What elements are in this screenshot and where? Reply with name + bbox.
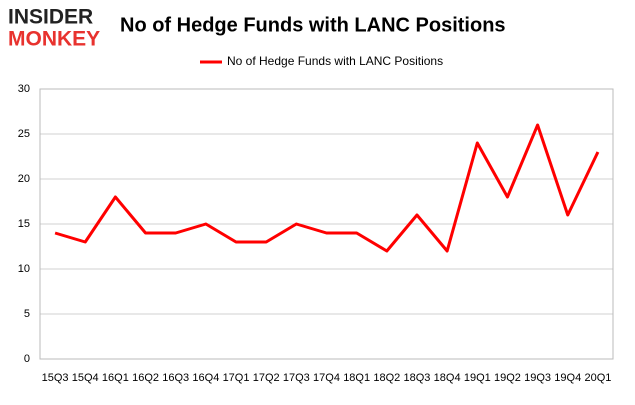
y-tick-label: 25 xyxy=(18,128,30,140)
x-tick-label: 18Q3 xyxy=(404,372,431,384)
x-tick-label: 17Q1 xyxy=(223,372,250,384)
x-tick-label: 16Q4 xyxy=(192,372,219,384)
x-tick-label: 17Q4 xyxy=(313,372,340,384)
data-line xyxy=(54,123,600,253)
y-tick-label: 30 xyxy=(18,83,30,95)
y-tick-label: 10 xyxy=(18,263,30,275)
x-tick-label: 20Q1 xyxy=(584,372,611,384)
x-tick-label: 18Q1 xyxy=(343,372,370,384)
y-tick-label: 5 xyxy=(24,308,30,320)
y-tick-label: 20 xyxy=(18,173,30,185)
x-tick-label: 19Q2 xyxy=(494,372,521,384)
x-tick-label: 19Q1 xyxy=(464,372,491,384)
x-tick-label: 16Q2 xyxy=(132,372,159,384)
y-tick-label: 0 xyxy=(24,353,30,365)
y-tick-label: 15 xyxy=(18,218,30,230)
x-tick-label: 19Q3 xyxy=(524,372,551,384)
x-tick-label: 15Q3 xyxy=(42,372,69,384)
x-tick-label: 18Q4 xyxy=(434,372,461,384)
x-tick-label: 18Q2 xyxy=(373,372,400,384)
x-tick-label: 17Q2 xyxy=(253,372,280,384)
logo-line2: MONKEY xyxy=(8,28,100,51)
logo-line1: INSIDER xyxy=(8,6,93,29)
legend-label: No of Hedge Funds with LANC Positions xyxy=(227,54,443,68)
x-tick-label: 15Q4 xyxy=(72,372,99,384)
x-tick-label: 19Q4 xyxy=(554,372,581,384)
x-tick-label: 16Q3 xyxy=(162,372,189,384)
chart-title: No of Hedge Funds with LANC Positions xyxy=(120,14,506,36)
x-tick-label: 17Q3 xyxy=(283,372,310,384)
plot-border xyxy=(39,88,614,360)
x-tick-label: 16Q1 xyxy=(102,372,129,384)
